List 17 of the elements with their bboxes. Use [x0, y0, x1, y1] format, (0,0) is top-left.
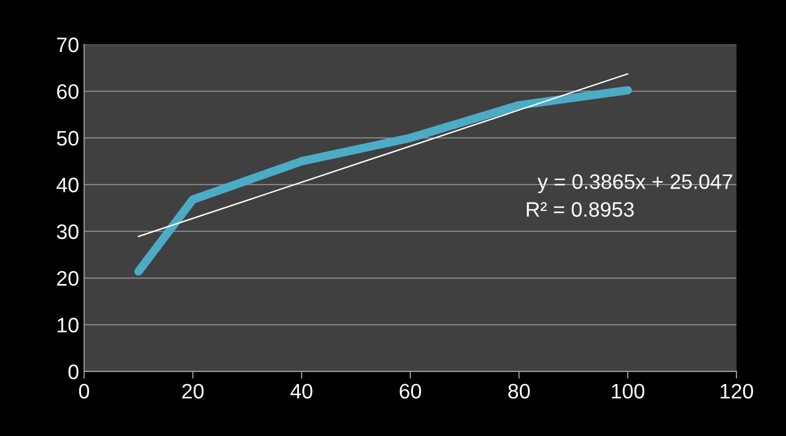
y-tick-label: 10	[58, 318, 78, 333]
y-tick-label: 70	[57, 37, 78, 52]
x-tick-label: 60	[400, 384, 422, 399]
y-tick-label: 60	[57, 84, 78, 99]
x-tick-label: 20	[182, 384, 204, 399]
y-tick-label: 20	[57, 271, 78, 286]
x-tick-label: 0	[79, 384, 90, 399]
annotation: y = 0.3865x + 25.047	[538, 174, 732, 194]
x-tick-label: 120	[720, 384, 754, 399]
annotation: R² = 0.8953	[526, 202, 634, 217]
y-tick-label: 0	[68, 364, 78, 380]
y-tick-label: 30	[56, 224, 78, 240]
x-tick-label: 100	[612, 384, 644, 399]
y-tick-label: 50	[56, 130, 78, 146]
y-tick-label: 40	[56, 178, 78, 192]
x-tick-label: 40	[290, 384, 312, 399]
x-tick-label: 80	[508, 384, 530, 399]
